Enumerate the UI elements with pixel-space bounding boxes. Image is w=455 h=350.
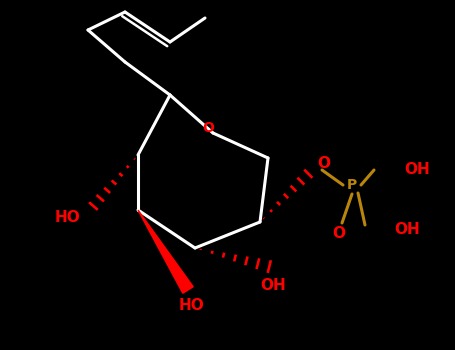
Text: O: O — [333, 225, 345, 240]
Text: O: O — [202, 121, 214, 135]
Polygon shape — [138, 210, 193, 293]
Text: HO: HO — [179, 299, 205, 314]
Text: O: O — [317, 156, 330, 172]
Text: P: P — [347, 178, 357, 192]
Text: OH: OH — [404, 162, 430, 177]
Text: HO: HO — [55, 210, 81, 225]
Text: OH: OH — [394, 223, 420, 238]
Text: OH: OH — [260, 278, 286, 293]
